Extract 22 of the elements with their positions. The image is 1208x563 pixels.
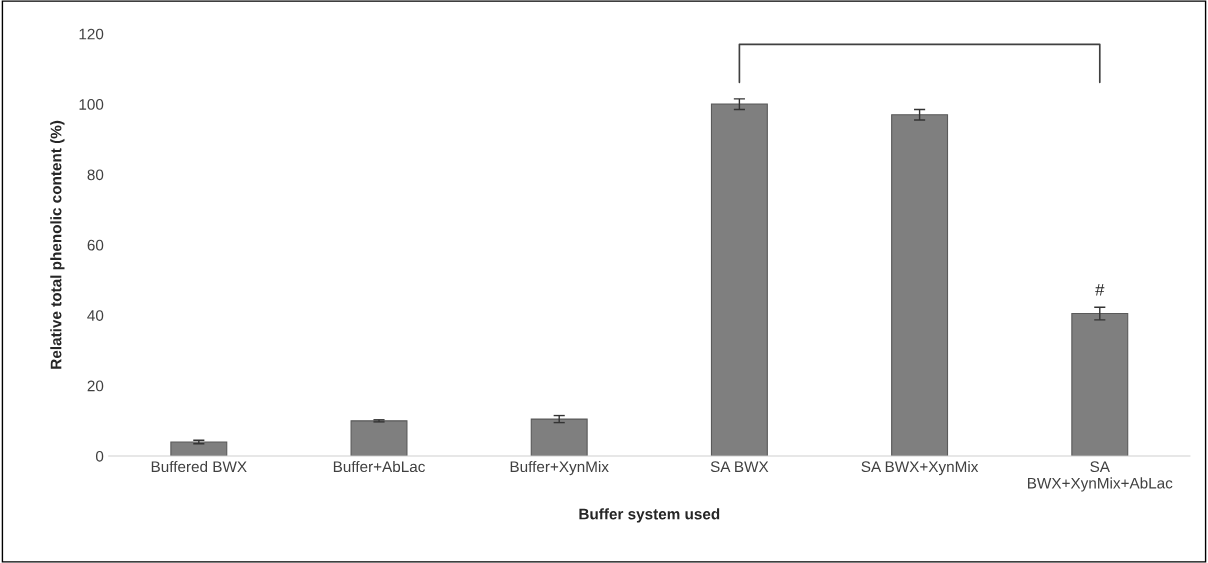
annotation: # [1095,283,1105,296]
bar [350,420,408,457]
x-tick-label: SA BWX+XynMix+AbLac [1028,461,1173,492]
x-tick-label: SA BWX+XynMix [861,460,979,476]
bar [710,103,768,457]
y-tick-label: 20 [87,380,104,392]
y-tick-label: 100 [79,99,104,110]
x-tick-label: Buffered BWX [151,460,247,473]
y-tick-label: 60 [87,239,104,251]
bar [170,441,228,457]
x-tick-label: Buffer+XynMix [510,460,609,476]
y-axis-title: Relative total phenolic content (%) [50,120,65,369]
bar [891,114,949,457]
bar [530,418,588,457]
x-tick-label: Buffer+AbLac [333,460,425,473]
bar [1071,312,1129,457]
y-tick-label: 80 [87,169,104,181]
y-tick-label: 40 [87,310,104,321]
y-tick-label: 120 [79,28,104,40]
x-axis-title: Buffer system used [579,508,720,523]
x-tick-label: SA BWX [710,461,769,473]
y-tick-label: 0 [95,450,104,462]
